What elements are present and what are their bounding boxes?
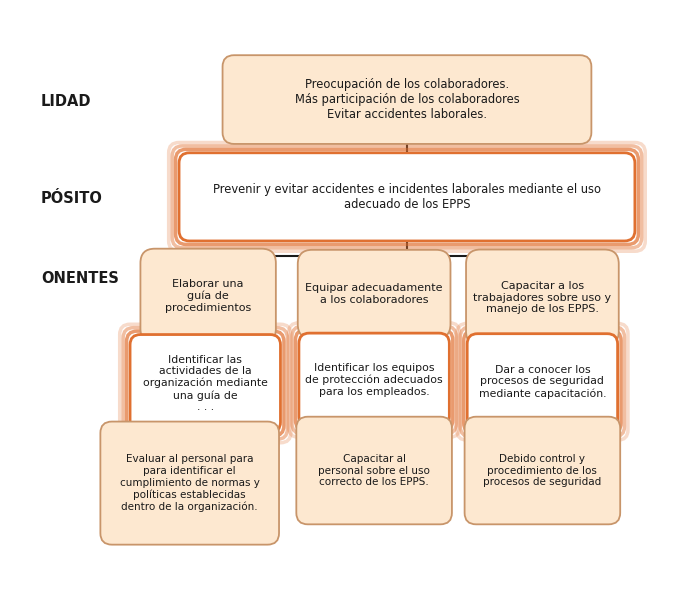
FancyBboxPatch shape xyxy=(466,250,619,346)
FancyBboxPatch shape xyxy=(467,334,618,430)
Text: Elaborar una
guía de
procedimientos: Elaborar una guía de procedimientos xyxy=(165,279,252,313)
Text: Dar a conocer los
procesos de seguridad
mediante capacitación.: Dar a conocer los procesos de seguridad … xyxy=(479,365,606,399)
FancyBboxPatch shape xyxy=(298,250,450,339)
FancyBboxPatch shape xyxy=(179,153,635,241)
Text: Evaluar al personal para
para identificar el
cumplimiento de normas y
políticas : Evaluar al personal para para identifica… xyxy=(120,454,260,512)
Text: ONENTES: ONENTES xyxy=(41,271,119,286)
Text: LIDAD: LIDAD xyxy=(41,94,92,109)
FancyBboxPatch shape xyxy=(464,417,620,524)
Text: PÓSITO: PÓSITO xyxy=(41,191,103,206)
Text: Identificar las
actividades de la
organización mediante
una guía de
. . .: Identificar las actividades de la organi… xyxy=(143,354,268,412)
FancyBboxPatch shape xyxy=(222,55,591,144)
Text: Identificar los equipos
de protección adecuados
para los empleados.: Identificar los equipos de protección ad… xyxy=(305,363,443,397)
FancyBboxPatch shape xyxy=(296,417,452,524)
Text: Capacitar a los
trabajadores sobre uso y
manejo de los EPPS.: Capacitar a los trabajadores sobre uso y… xyxy=(473,281,612,314)
Text: Preocupación de los colaboradores.
Más participación de los colaboradores
Evitar: Preocupación de los colaboradores. Más p… xyxy=(295,78,519,121)
Text: Equipar adecuadamente
a los colaboradores: Equipar adecuadamente a los colaboradore… xyxy=(305,283,443,305)
Text: Prevenir y evitar accidentes e incidentes laborales mediante el uso
adecuado de : Prevenir y evitar accidentes e incidente… xyxy=(213,183,601,211)
FancyBboxPatch shape xyxy=(299,333,450,427)
Text: Capacitar al
personal sobre el uso
correcto de los EPPS.: Capacitar al personal sobre el uso corre… xyxy=(318,454,430,487)
Text: Debido control y
procedimiento de los
procesos de seguridad: Debido control y procedimiento de los pr… xyxy=(483,454,601,487)
FancyBboxPatch shape xyxy=(140,248,276,343)
FancyBboxPatch shape xyxy=(100,421,279,544)
FancyBboxPatch shape xyxy=(130,334,281,432)
